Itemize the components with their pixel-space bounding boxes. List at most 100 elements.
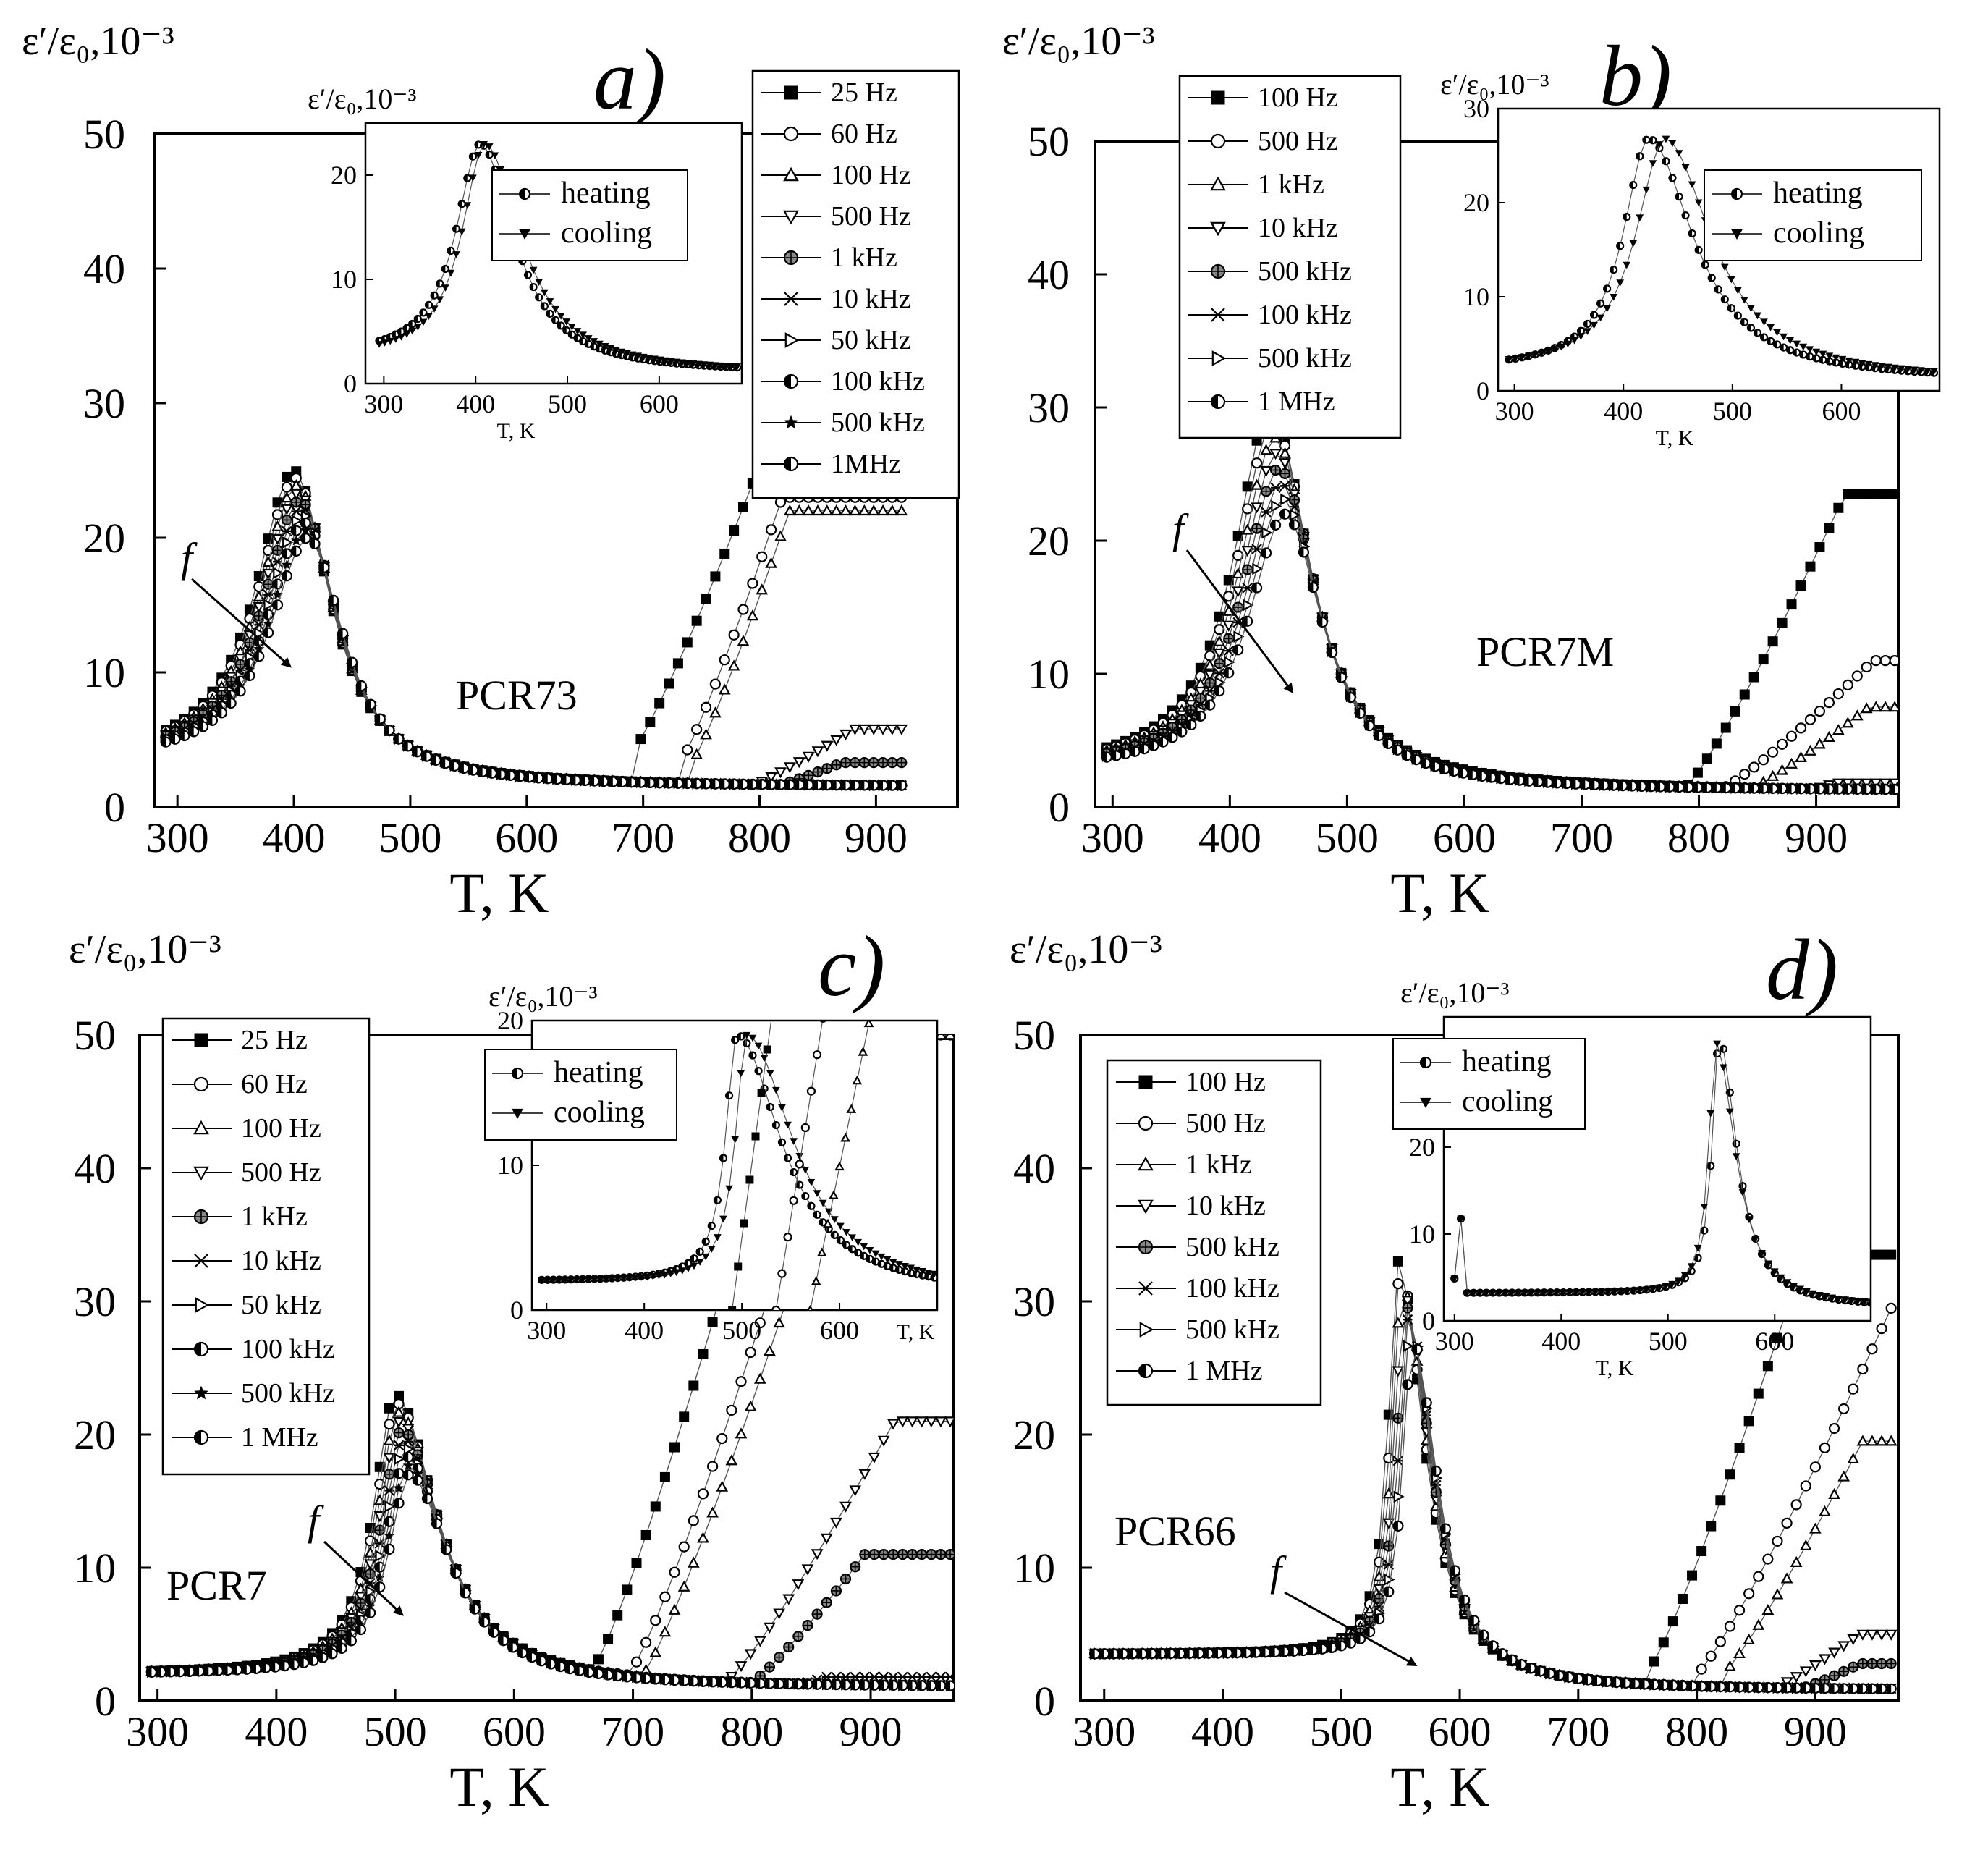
panel-b-series-7-point (1148, 740, 1159, 751)
panel-c-series-9-point (174, 1666, 186, 1678)
panel-d-series-1-point (1828, 1422, 1840, 1435)
panel-c-series-3-point (735, 1661, 748, 1673)
panel-b-series-7-point (1298, 546, 1310, 558)
panel-b-series-7-point (1401, 750, 1413, 761)
panel-a-inset-cooling-point (381, 339, 389, 347)
panel-b-inset-cooling-point (1694, 199, 1703, 207)
panel-c-inset-cooling-point (714, 1234, 722, 1241)
panel-c-series-9 (145, 1469, 954, 1691)
panel-a-series-3-point (271, 533, 284, 545)
panel-d-inset-cooling-point (1617, 1288, 1625, 1296)
panel-d-series (1088, 1249, 1898, 1695)
panel-c-series-4-point (764, 1661, 776, 1673)
panel-c-series-9-point (402, 1469, 414, 1481)
panel-d-series-7-point (1316, 1643, 1328, 1655)
inset-steep-point (822, 1218, 833, 1228)
panel-c-inset-cooling-point (930, 1270, 937, 1278)
panel-c-inset-cooling-point (701, 1253, 710, 1261)
panel-b-series-5-point (1251, 544, 1262, 554)
panel-a-series-7-point (290, 525, 302, 536)
panel-c-inset-cooling-point (918, 1268, 927, 1275)
panel-a-inset-heating-point (419, 308, 428, 317)
panel-d-series-6-point (1393, 1490, 1405, 1503)
panel-b-series-7-point (1842, 783, 1853, 795)
panel-d-inset-cooling-point (1853, 1298, 1862, 1305)
inset-x-tick-label: 500 (548, 389, 587, 418)
panel-d-series-1-point (1781, 1517, 1793, 1529)
inset-steep-point (816, 1247, 827, 1256)
panel-c-series-1-point (735, 1376, 747, 1388)
panel-a-inset-cooling-point (480, 141, 488, 148)
panel-b-inset-cooling-point (1754, 312, 1761, 320)
panel-d-inset-cooling-point (1636, 1287, 1644, 1294)
panel-c-series-9-point (926, 1680, 937, 1691)
panel-c-inset-heating-point (748, 1051, 757, 1060)
panel-a-series-9-point (514, 771, 525, 782)
panel-c-series-9-point (260, 1662, 271, 1673)
panel-a-inset-xlabel: T, K (497, 419, 536, 443)
panel-b-series-0-point (1814, 541, 1825, 552)
panel-d-series-4-point (1402, 1302, 1413, 1314)
panel-d-series-2-point (1866, 1435, 1879, 1446)
panel-a-series-9-point (570, 774, 581, 786)
panel-c-series-2-point (677, 1580, 690, 1592)
inset-steep-point (789, 1196, 798, 1205)
inset-x-tick-label: 300 (527, 1316, 566, 1345)
panel-b-series-7-point (1486, 772, 1497, 783)
panel-d-series-3-point (1401, 1296, 1414, 1307)
panel-a-series-3-point (830, 735, 843, 746)
panel-d-inset-cooling-point (1514, 1289, 1523, 1297)
panel-a-series-2-point (886, 504, 899, 516)
panel-d-inset-cooling-point (1585, 1288, 1593, 1296)
panel-a-series-9-point (831, 780, 842, 791)
panel-c-inset-cooling-point (830, 1216, 839, 1223)
panel-b-inset-heating-point (1662, 157, 1670, 166)
panel-b-series-2-point (1241, 523, 1254, 535)
panel-d-series-0-point (1649, 1656, 1659, 1667)
panel-a-series-9-point (468, 764, 479, 776)
panel-b-inset-heating-point (1603, 284, 1612, 293)
panel-c-series-9-point (821, 1678, 832, 1691)
panel-c-inset-cooling-point (661, 1271, 669, 1279)
panel-a-inset-cooling-point (651, 355, 659, 363)
panel-c-series-9-point (640, 1673, 652, 1684)
panel-d-series-1-point (1714, 1636, 1726, 1647)
panel-d-series-0-point (1762, 1361, 1773, 1372)
panel-c-series-9-point (554, 1660, 566, 1673)
panel-d-inset-cooling-point (1534, 1289, 1542, 1297)
panel-c-series-2-point (934, 1035, 947, 1040)
legend-label: 500 kHz (1258, 343, 1352, 373)
panel-a-inset-cooling-point (485, 143, 494, 151)
panel-b-series-4-point (1223, 633, 1235, 644)
panel-b-series-7-point (1541, 777, 1554, 788)
panel-b-series-2-point (1251, 478, 1263, 490)
panel-b-series-7-point (1654, 781, 1666, 793)
panel-d-inset-heating-point (1719, 1044, 1728, 1053)
panel-d-series-7-point (1411, 1343, 1423, 1355)
panel-c-series-9-point (441, 1544, 452, 1555)
panel-b-inset-cooling-point (1675, 150, 1683, 157)
x-tick-label: 400 (1198, 814, 1261, 861)
panel-b-series-7-point (1335, 672, 1347, 683)
panel-b-series-7-point (1223, 667, 1235, 679)
panel-c-series-9-point (868, 1679, 880, 1691)
panel-b-series-0-point (1232, 531, 1243, 541)
panel-a-series-6-point (273, 567, 284, 580)
panel-c-series-9-point (697, 1676, 709, 1687)
panel-a-ylabel: ε′/ε₀,10⁻³ (22, 19, 174, 64)
panel-d-inset-cooling-point (1841, 1296, 1849, 1304)
legend-label: 50 kHz (241, 1290, 321, 1320)
panel-b-series-1-point (1748, 761, 1760, 773)
panel-b-inset: ε′/ε₀,10⁻³ 300 400 500 600 0 10 20 30 T, K heating… (1440, 68, 1941, 450)
panel-a-series-0-point (682, 637, 693, 648)
panel-d-series-4-point (1848, 1661, 1859, 1673)
legend-label: 100 kHz (1258, 300, 1352, 330)
legend-marker (1210, 394, 1226, 410)
panel-c-inset-heating-point (848, 1245, 857, 1254)
panel-b-series-2-point (1204, 659, 1217, 670)
panel-d-series-3-point (1392, 1366, 1405, 1377)
panel-c-inset-heating-point (813, 1210, 821, 1219)
legend-label: 10 kHz (831, 284, 911, 314)
panel-d-series-3-point (1866, 1629, 1879, 1641)
